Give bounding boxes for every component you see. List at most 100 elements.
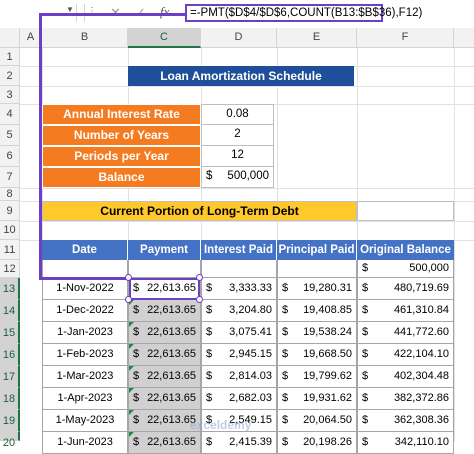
table-cell-principal[interactable]: $19,799.62 [277,366,357,388]
table-cell-date[interactable]: 1-Apr-2023 [42,388,128,410]
row-header[interactable]: 1 [0,48,20,66]
table-cell-principal[interactable]: $19,280.31 [277,278,357,300]
currency-symbol: $ [362,414,369,426]
param-value-cell[interactable]: $ 500,000 [201,167,274,188]
column-header-e[interactable]: E [277,28,357,48]
table-cell-date[interactable]: 1-Nov-2022 [42,278,128,300]
table-cell-interest[interactable]: $2,549.15 [201,410,277,432]
name-box-dropdown-icon[interactable]: ▼ [66,5,74,14]
sheet-title[interactable]: Loan Amortization Schedule [128,66,354,86]
table-cell-balance[interactable]: $402,304.48 [357,366,454,388]
row-header[interactable]: 3 [0,86,20,104]
table-cell-balance[interactable]: $441,772.60 [357,322,454,344]
active-cell-selection[interactable] [129,278,200,300]
cancel-icon[interactable]: ✕ [110,5,121,21]
selection-handle[interactable] [125,274,132,281]
row-header[interactable]: 20 [0,432,20,449]
table-cell-payment[interactable]: $22,613.65 [128,410,201,432]
table-cell-interest[interactable]: $3,204.80 [201,300,277,322]
table-cell-payment[interactable]: $22,613.65 [128,322,201,344]
table-cell-payment[interactable]: $22,613.65 [128,366,201,388]
row-header[interactable]: 12 [0,260,20,278]
table-header-balance[interactable]: Original Balance [357,240,454,260]
table-cell-principal[interactable]: $20,198.26 [277,432,357,454]
table-cell-date[interactable]: 1-May-2023 [42,410,128,432]
table-cell-principal[interactable]: $20,064.50 [277,410,357,432]
table-cell-interest[interactable]: $2,945.15 [201,344,277,366]
insert-function-icon[interactable]: fx [160,4,170,19]
table-cell-principal[interactable]: $19,931.62 [277,388,357,410]
param-label[interactable]: Balance [42,167,201,188]
table-cell-principal[interactable]: $19,668.50 [277,344,357,366]
selection-handle[interactable] [196,296,203,303]
table-cell-interest[interactable]: $2,415.39 [201,432,277,454]
table-cell-payment[interactable]: $22,613.65 [128,388,201,410]
row-header[interactable]: 18 [0,388,20,410]
current-portion-value[interactable] [357,201,454,221]
table-cell-date[interactable]: 1-Dec-2022 [42,300,128,322]
row-header[interactable]: 8 [0,188,20,201]
table-cell-date[interactable]: 1-Jan-2023 [42,322,128,344]
current-portion-label[interactable]: Current Portion of Long-Term Debt [42,201,357,221]
table-cell[interactable] [201,260,277,278]
table-cell-interest[interactable]: $3,333.33 [201,278,277,300]
param-label[interactable]: Annual Interest Rate [42,104,201,125]
initial-balance-value: 500,000 [409,262,449,274]
table-cell-balance[interactable]: $382,372.86 [357,388,454,410]
row-header[interactable]: 6 [0,146,20,167]
column-header-b[interactable]: B [42,28,128,48]
row-header[interactable]: 7 [0,167,20,188]
table-header-payment[interactable]: Payment [128,240,201,260]
table-cell-payment[interactable]: $22,613.65 [128,300,201,322]
row-header[interactable]: 14 [0,300,20,322]
table-cell-date[interactable]: 1-Mar-2023 [42,366,128,388]
table-cell-balance[interactable]: $461,310.84 [357,300,454,322]
row-header[interactable]: 4 [0,104,20,125]
table-cell-date[interactable]: 1-Feb-2023 [42,344,128,366]
row-header[interactable]: 2 [0,66,20,86]
column-header-d[interactable]: D [201,28,277,48]
column-header-f[interactable]: F [357,28,454,48]
table-cell-interest[interactable]: $2,814.03 [201,366,277,388]
table-cell-balance[interactable]: $480,719.69 [357,278,454,300]
row-header[interactable]: 5 [0,125,20,146]
callout-line [39,277,130,280]
table-cell-balance[interactable]: $342,110.10 [357,432,454,454]
initial-balance-cell[interactable]: $ 500,000 [357,260,454,278]
table-cell-date[interactable]: 1-Jun-2023 [42,432,128,454]
select-all-corner[interactable] [0,28,20,48]
param-label[interactable]: Periods per Year [42,146,201,167]
table-cell-balance[interactable]: $362,308.36 [357,410,454,432]
row-header[interactable]: 19 [0,410,20,432]
table-cell[interactable] [42,260,128,278]
table-cell[interactable] [128,260,201,278]
enter-icon[interactable]: ✓ [135,5,146,21]
row-header[interactable]: 13 [0,278,20,300]
table-header-interest[interactable]: Interest Paid [201,240,277,260]
table-header-date[interactable]: Date [42,240,128,260]
column-header-c[interactable]: C [128,28,201,48]
row-header[interactable]: 15 [0,322,20,344]
row-header[interactable]: 16 [0,344,20,366]
table-cell-principal[interactable]: $19,538.24 [277,322,357,344]
table-cell-payment[interactable]: $22,613.65 [128,344,201,366]
param-value[interactable]: 0.08 [201,104,274,125]
currency-symbol: $ [362,282,369,294]
table-cell-balance[interactable]: $422,104.10 [357,344,454,366]
table-cell-payment[interactable]: $22,613.65 [128,432,201,454]
row-header[interactable]: 9 [0,201,20,221]
formula-input[interactable]: =-PMT($D$4/$D$6,COUNT(B13:$B$36),F12) [185,4,422,22]
table-cell-principal[interactable]: $19,408.85 [277,300,357,322]
row-header[interactable]: 11 [0,240,20,260]
row-header[interactable]: 17 [0,366,20,388]
table-cell-interest[interactable]: $3,075.41 [201,322,277,344]
table-cell[interactable] [277,260,357,278]
param-label[interactable]: Number of Years [42,125,201,146]
table-cell-interest[interactable]: $2,682.03 [201,388,277,410]
param-value[interactable]: 2 [201,125,274,146]
selection-handle[interactable] [196,274,203,281]
table-header-principal[interactable]: Principal Paid [277,240,357,260]
row-header[interactable]: 10 [0,221,20,240]
selection-handle[interactable] [125,296,132,303]
param-value[interactable]: 12 [201,146,274,167]
